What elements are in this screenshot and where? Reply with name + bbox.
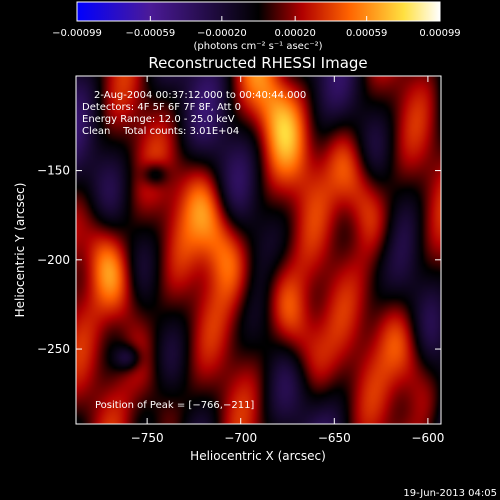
peak-position-label: Position of Peak = [−766,−211] bbox=[95, 400, 254, 411]
colorbar-unit-label: (photons cm⁻² s⁻¹ asec⁻²) bbox=[193, 41, 322, 52]
info-line-detectors: Detectors: 4F 5F 6F 7F 8F, Att 0 bbox=[82, 102, 241, 113]
colorbar bbox=[76, 1, 441, 22]
info-line-clean: Clean Total counts: 3.01E+04 bbox=[82, 126, 239, 137]
x-tick-label: −750 bbox=[131, 431, 164, 445]
x-tick-label: −650 bbox=[318, 431, 351, 445]
colorbar-tick-label: 0.00059 bbox=[346, 28, 387, 39]
colorbar-tick-label: −0.00099 bbox=[52, 28, 102, 39]
info-line-date: 2-Aug-2004 00:37:12.000 to 00:40:44.000 bbox=[94, 90, 306, 101]
heatmap-image bbox=[76, 76, 441, 424]
colorbar-tick-label: 0.00099 bbox=[419, 28, 460, 39]
x-tick-label: −600 bbox=[411, 431, 444, 445]
colorbar-tick-label: 0.00020 bbox=[274, 28, 315, 39]
chart-title: Reconstructed RHESSI Image bbox=[148, 54, 367, 72]
y-tick-label: −150 bbox=[37, 164, 70, 178]
x-tick-label: −700 bbox=[224, 431, 257, 445]
colorbar-tick-label: −0.00059 bbox=[125, 28, 175, 39]
colorbar-ticks: −0.00099 −0.00059 −0.00020 0.00020 0.00059 0.… bbox=[52, 16, 461, 39]
info-line-energy: Energy Range: 12.0 - 25.0 keV bbox=[82, 114, 235, 125]
y-axis-label: Heliocentric Y (arcsec) bbox=[13, 183, 27, 318]
x-axis-label: Heliocentric X (arcsec) bbox=[190, 449, 326, 463]
footer-timestamp: 19-Jun-2013 04:05 bbox=[403, 488, 497, 499]
colorbar-tick-label: −0.00020 bbox=[197, 28, 247, 39]
y-tick-label: −200 bbox=[37, 253, 70, 267]
plot-frame bbox=[75, 75, 442, 425]
axis-ticks: −750 −700 −650 −600 −150 −200 −250 bbox=[37, 76, 444, 445]
y-tick-label: −250 bbox=[37, 342, 70, 356]
